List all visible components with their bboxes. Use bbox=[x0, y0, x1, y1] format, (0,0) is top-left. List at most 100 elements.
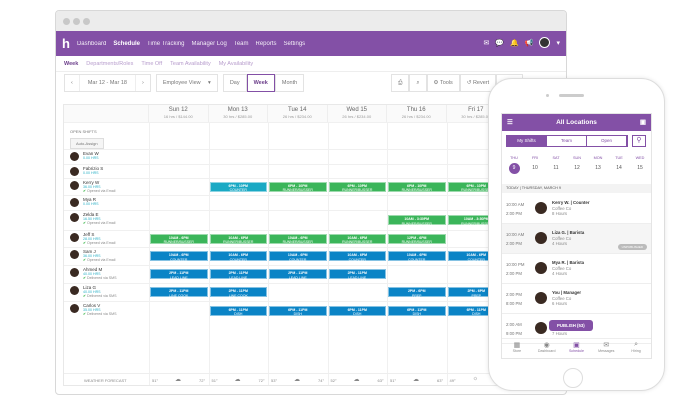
next-week-button[interactable]: › bbox=[141, 80, 144, 86]
nav-item-schedule[interactable]: Schedule bbox=[113, 40, 140, 47]
shift-list-item[interactable]: 10:00 PM 2:00 PM Mya R. | Barista Coffee Co… bbox=[502, 254, 651, 284]
nav-item-settings[interactable]: Settings bbox=[283, 40, 306, 47]
day-header[interactable]: Mon 13 30 hrs / $285.00 bbox=[208, 105, 268, 122]
phone-day[interactable]: SUN 12 bbox=[567, 156, 587, 171]
shift-block[interactable]: 10AM - 6PM COUNTER bbox=[328, 251, 386, 262]
phone-day[interactable]: WED 15 bbox=[630, 156, 650, 171]
menu-icon[interactable]: ☰ bbox=[507, 119, 513, 126]
shift-block[interactable]: 2PM - 11PM LEAD LINE bbox=[209, 269, 267, 280]
shift-block[interactable]: 10AM - 6PM COUNTER bbox=[269, 251, 327, 262]
shift-block[interactable]: 6PM - 10PM RUNNER/BUSSER bbox=[328, 181, 386, 192]
shift-block[interactable]: 6PM - 11PM DISH bbox=[388, 305, 446, 316]
week-button[interactable]: Week bbox=[246, 74, 275, 92]
phone-nav-schedule[interactable]: ▣ Schedule bbox=[562, 339, 592, 358]
employee-info[interactable]: Kerry W 36.00 HRS ✔ Opened via Email bbox=[70, 180, 115, 193]
shift-block[interactable]: 6PM - 10PM RUNNER/BUSSER bbox=[388, 181, 446, 192]
nav-item-time-tracking[interactable]: Time Tracking bbox=[147, 40, 185, 47]
shift-block[interactable]: 2PM - 11PM LINE COOK bbox=[209, 287, 267, 298]
shift-block[interactable]: 6PM - 11PM DISH bbox=[209, 305, 267, 316]
nav-item-dashboard[interactable]: Dashboard bbox=[76, 40, 107, 47]
phone-day[interactable]: TUE 14 bbox=[609, 156, 629, 171]
mail-icon[interactable]: ✉ bbox=[483, 39, 490, 47]
shift-block[interactable]: 10AM - 6PM COUNTER bbox=[209, 251, 267, 262]
publish-button[interactable]: PUBLISH (53) bbox=[549, 320, 593, 331]
avatar[interactable] bbox=[539, 37, 551, 48]
shift-list-item[interactable]: 2:00 AM 9:00 PM 7 Hours bbox=[502, 314, 651, 344]
shift-block[interactable]: 10AM - 6PM COUNTER bbox=[150, 251, 208, 262]
shift-block[interactable]: 6PM - 10PM RUNNER/BUSSER bbox=[269, 181, 327, 192]
employee-info[interactable]: Zelda E 16.50 HRS ✔ Opened via Email bbox=[70, 212, 115, 225]
logo[interactable]: h bbox=[62, 36, 70, 51]
shift-block[interactable]: 6PM - 10PM COUNTER bbox=[209, 181, 267, 192]
shift-block[interactable]: 12PM - 6PM RUNNER/BUSSER bbox=[388, 233, 446, 244]
employee-info[interactable]: Mya R 0.00 HRS bbox=[70, 197, 99, 207]
employee-info[interactable]: Liza G 40.00 HRS ✔ Delivered via SMS bbox=[70, 285, 117, 298]
employee-info[interactable]: Carlos V 35.00 HRS ✔ Delivered via SMS bbox=[70, 303, 117, 316]
phone-nav-messages[interactable]: ✉ Messages bbox=[591, 339, 621, 358]
chevron-down-icon[interactable]: ▾ bbox=[556, 39, 560, 47]
shift-block[interactable]: 6PM - 11PM DISH bbox=[328, 305, 386, 316]
chat-icon[interactable]: 💬 bbox=[495, 39, 505, 47]
revert-button[interactable]: ↺ Revert bbox=[459, 74, 497, 92]
shift-block[interactable]: 2PM - 11PM LINE COOK bbox=[150, 287, 208, 298]
shift-block[interactable]: 2PM - 6PM PREP bbox=[388, 287, 446, 298]
bell-icon[interactable]: 🔔 bbox=[510, 39, 519, 47]
shift-block[interactable]: 2PM - 11PM LEAD LINE bbox=[150, 269, 208, 280]
shift-block[interactable]: 10AM - 3:30PM RUNNER/BUSSER bbox=[388, 215, 446, 226]
shift-block[interactable]: 6PM - 11PM DISH bbox=[269, 305, 327, 316]
phone-tab-team[interactable]: Team bbox=[547, 136, 587, 146]
tools-button[interactable]: ⚙ Tools bbox=[426, 74, 460, 92]
phone-day[interactable]: MON 13 bbox=[588, 156, 608, 171]
subnav-tab-departments-roles[interactable]: Departments/Roles bbox=[86, 60, 134, 67]
print-icon[interactable]: ⎙ bbox=[391, 74, 410, 92]
subnav-tab-time-off[interactable]: Time Off bbox=[141, 60, 163, 67]
window-dot[interactable] bbox=[63, 18, 70, 25]
shift-block[interactable]: 10AM - 6PM RUNNER/BUSSER bbox=[150, 233, 208, 244]
phone-nav-store[interactable]: ▦ Store bbox=[502, 339, 532, 358]
employee-info[interactable]: Jeff S 28.00 HRS ✔ Opened via Email bbox=[70, 232, 115, 245]
phone-tab-open[interactable]: Open bbox=[587, 136, 627, 146]
shift-block[interactable]: 10AM - 6PM RUNNER/BUSSER bbox=[269, 233, 327, 244]
employee-info[interactable]: Evan W 0.00 HRS bbox=[70, 151, 99, 161]
subnav-tab-my-availability[interactable]: My Availability bbox=[218, 60, 254, 67]
shift-block[interactable]: 2PM - 11PM LEAD LINE bbox=[269, 269, 327, 280]
search-icon[interactable]: ⌕ bbox=[409, 74, 427, 92]
phone-day[interactable]: THU 9 bbox=[504, 156, 524, 174]
shift-role: COUNTER bbox=[229, 257, 247, 262]
shift-block[interactable]: 2PM - 11PM LEAD LINE bbox=[328, 269, 386, 280]
day-header[interactable]: Thu 16 26 hrs / $234.00 bbox=[387, 105, 447, 122]
home-button[interactable] bbox=[563, 368, 583, 388]
filter-icon[interactable]: ⚲ bbox=[632, 135, 646, 147]
day-button[interactable]: Day bbox=[222, 74, 247, 92]
subnav-tab-week[interactable]: Week bbox=[64, 60, 79, 67]
prev-week-button[interactable]: ‹ bbox=[71, 80, 73, 86]
shift-list-item[interactable]: 10:00 AM 2:00 PM Liza G. | Barista Coffee C… bbox=[502, 224, 651, 254]
megaphone-icon[interactable]: 📢 bbox=[524, 39, 534, 47]
nav-item-team[interactable]: Team bbox=[233, 40, 249, 47]
day-header[interactable]: Tue 14 26 hrs / $234.00 bbox=[268, 105, 328, 122]
employee-info[interactable]: Fabrizio S 0.00 HRS bbox=[70, 166, 103, 176]
shift-block[interactable]: 10AM - 6PM RUNNER/BUSSER bbox=[209, 233, 267, 244]
employee-info[interactable]: Ahmed M 40.00 HRS ✔ Delivered via SMS bbox=[70, 267, 117, 280]
day-header[interactable]: Wed 15 26 hrs / $234.00 bbox=[327, 105, 387, 122]
subnav-tab-team-availability[interactable]: Team Availability bbox=[170, 60, 211, 67]
month-button[interactable]: Month bbox=[274, 74, 305, 92]
window-dot[interactable] bbox=[83, 18, 90, 25]
nav-item-reports[interactable]: Reports bbox=[255, 40, 277, 47]
view-select[interactable]: Employee View ▾ bbox=[155, 74, 218, 92]
shift-block[interactable]: 10AM - 6PM RUNNER/BUSSER bbox=[328, 233, 386, 244]
day-header[interactable]: Sun 12 16 hrs / $144.00 bbox=[149, 105, 209, 122]
shift-list-item[interactable]: 2:00 PM 8:00 PM You | Manager Coffee Co 6 Ho… bbox=[502, 284, 651, 314]
shift-list-item[interactable]: 10:00 AM 2:00 PM Kerry W. | Counter Coffee … bbox=[502, 194, 651, 224]
phone-day[interactable]: FRI 10 bbox=[525, 156, 545, 171]
shift-block[interactable]: 10AM - 6PM COUNTER bbox=[388, 251, 446, 262]
phone-nav-dashboard[interactable]: ◉ Dashboard bbox=[532, 339, 562, 358]
window-dot[interactable] bbox=[73, 18, 80, 25]
nav-item-manager-log[interactable]: Manager Log bbox=[191, 40, 227, 47]
phone-nav-hiring[interactable]: ⌕ Hiring bbox=[621, 339, 651, 358]
employee-info[interactable]: Sam J 36.00 HRS ✔ Opened via Email bbox=[70, 249, 115, 262]
calendar-add-icon[interactable]: ▣ bbox=[639, 119, 646, 126]
auto-assign-button[interactable]: Auto-Assign bbox=[70, 138, 104, 149]
phone-day[interactable]: SAT 11 bbox=[546, 156, 566, 171]
phone-tab-my-shifts[interactable]: My Shifts bbox=[507, 136, 547, 146]
